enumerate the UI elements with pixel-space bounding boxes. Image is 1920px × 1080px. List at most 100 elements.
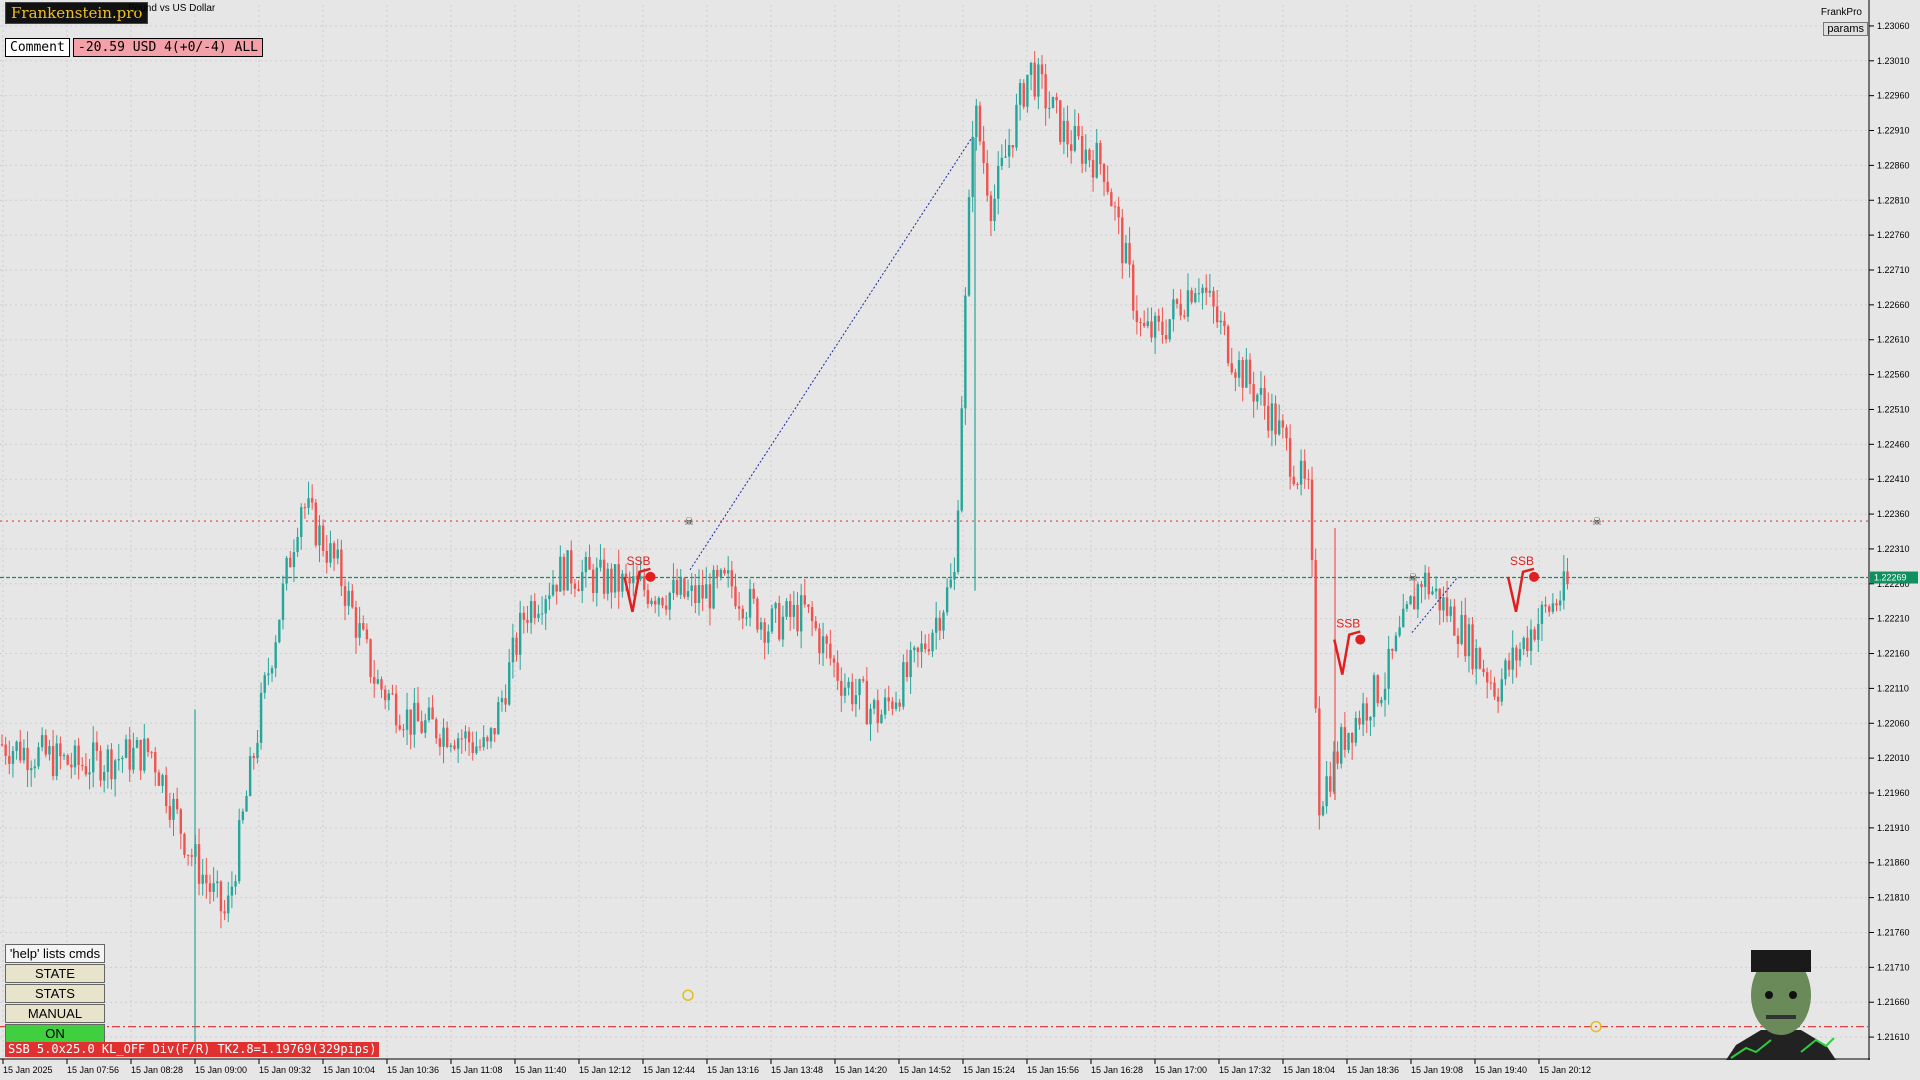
candle-body — [1215, 306, 1219, 323]
candle-body — [1460, 614, 1463, 644]
candle-body — [19, 741, 22, 761]
time-tick-label: 15 Jan 10:04 — [323, 1065, 375, 1075]
candle-body — [1358, 717, 1361, 725]
candle-body — [1015, 104, 1018, 148]
candle-body — [438, 738, 442, 747]
candle-body — [1529, 629, 1533, 651]
ssb-marker-shape — [1333, 630, 1361, 675]
candle-body — [1201, 287, 1204, 294]
candle-body — [343, 586, 347, 606]
candle-body — [1175, 299, 1179, 304]
candle-body — [135, 740, 139, 748]
candle-body — [803, 595, 807, 605]
candle-body — [1372, 675, 1376, 718]
candle-body — [175, 798, 179, 810]
candle-body — [449, 745, 453, 747]
candle-body — [1361, 703, 1365, 725]
candle-body — [435, 719, 438, 739]
candle-body — [1493, 682, 1496, 697]
candle-body — [1365, 703, 1368, 721]
candle-body — [37, 747, 40, 767]
candle-body — [737, 606, 741, 609]
time-tick-label: 15 Jan 07:56 — [67, 1065, 119, 1075]
candle-body — [1037, 64, 1040, 97]
candle-body — [424, 720, 427, 733]
candle-body — [876, 700, 879, 724]
candle-body — [376, 679, 380, 684]
candle-body — [646, 589, 650, 604]
candle-body — [165, 775, 168, 807]
candle-body — [1168, 319, 1171, 340]
candle-body — [351, 590, 354, 608]
candle-body — [1423, 572, 1427, 587]
time-tick-label: 15 Jan 19:40 — [1475, 1065, 1527, 1075]
candle-body — [1077, 125, 1080, 137]
candle-body — [544, 599, 547, 614]
price-tick-label: 1.22060 — [1877, 718, 1910, 728]
candle-body — [1281, 420, 1285, 428]
candle-body — [329, 543, 332, 563]
candle-body — [500, 698, 504, 703]
candle-body — [81, 764, 84, 767]
candle-body — [865, 680, 869, 725]
candle-body — [540, 613, 544, 615]
manual-button[interactable]: MANUAL — [5, 1004, 105, 1023]
candle-body — [1110, 192, 1113, 207]
candle-body — [905, 662, 909, 677]
candle-body — [1347, 732, 1350, 750]
candle-body — [387, 693, 391, 701]
candle-body — [11, 750, 15, 764]
candle-body — [529, 601, 533, 623]
candle-body — [1197, 293, 1201, 295]
candle-body — [66, 755, 69, 765]
candle-body — [1212, 290, 1215, 307]
candle-body — [1263, 388, 1266, 406]
candle-body — [610, 568, 613, 593]
candle-body — [1172, 299, 1175, 320]
candle-body — [117, 759, 120, 761]
candle-body — [934, 617, 938, 633]
candle-body — [285, 557, 288, 584]
state-button[interactable]: STATE — [5, 964, 105, 983]
candle-body — [409, 709, 412, 735]
candle-body — [716, 569, 719, 577]
price-tick-label: 1.21710 — [1877, 962, 1910, 972]
candle-body — [161, 775, 164, 786]
candle-body — [1106, 181, 1109, 193]
candle-body — [982, 141, 985, 164]
candle-body — [1208, 290, 1212, 293]
candle-body — [978, 105, 982, 142]
ssb-marker-shape — [1506, 567, 1535, 613]
candle-body — [511, 637, 515, 663]
candle-body — [29, 768, 33, 771]
price-tick-label: 1.22610 — [1877, 335, 1910, 345]
candle-body — [442, 727, 445, 747]
candle-body — [599, 559, 602, 568]
time-tick-label: 15 Jan 14:20 — [835, 1065, 887, 1075]
candle-body — [427, 707, 431, 721]
on-button[interactable]: ON — [5, 1024, 105, 1043]
candle-body — [59, 743, 62, 757]
candle-body — [1226, 326, 1230, 364]
candle-body — [1533, 629, 1536, 640]
candle-body — [1146, 321, 1150, 327]
candle-body — [697, 585, 701, 604]
candle-body — [1566, 571, 1569, 585]
price-tick-label: 1.22510 — [1877, 404, 1910, 414]
candle-body — [263, 675, 266, 693]
candle-body — [759, 622, 763, 630]
candle-body — [1402, 608, 1405, 628]
candle-body — [325, 551, 328, 563]
stats-button[interactable]: STATS — [5, 984, 105, 1003]
candle-body — [1522, 637, 1525, 650]
candle-body — [300, 507, 303, 538]
candle-body — [172, 798, 175, 820]
candle-body — [1343, 727, 1347, 750]
candle-body — [179, 809, 183, 834]
candle-body — [916, 647, 920, 652]
candle-body — [212, 883, 215, 892]
candle-body — [694, 585, 697, 604]
candle-body — [1004, 156, 1007, 158]
params-button[interactable]: params — [1823, 22, 1868, 36]
